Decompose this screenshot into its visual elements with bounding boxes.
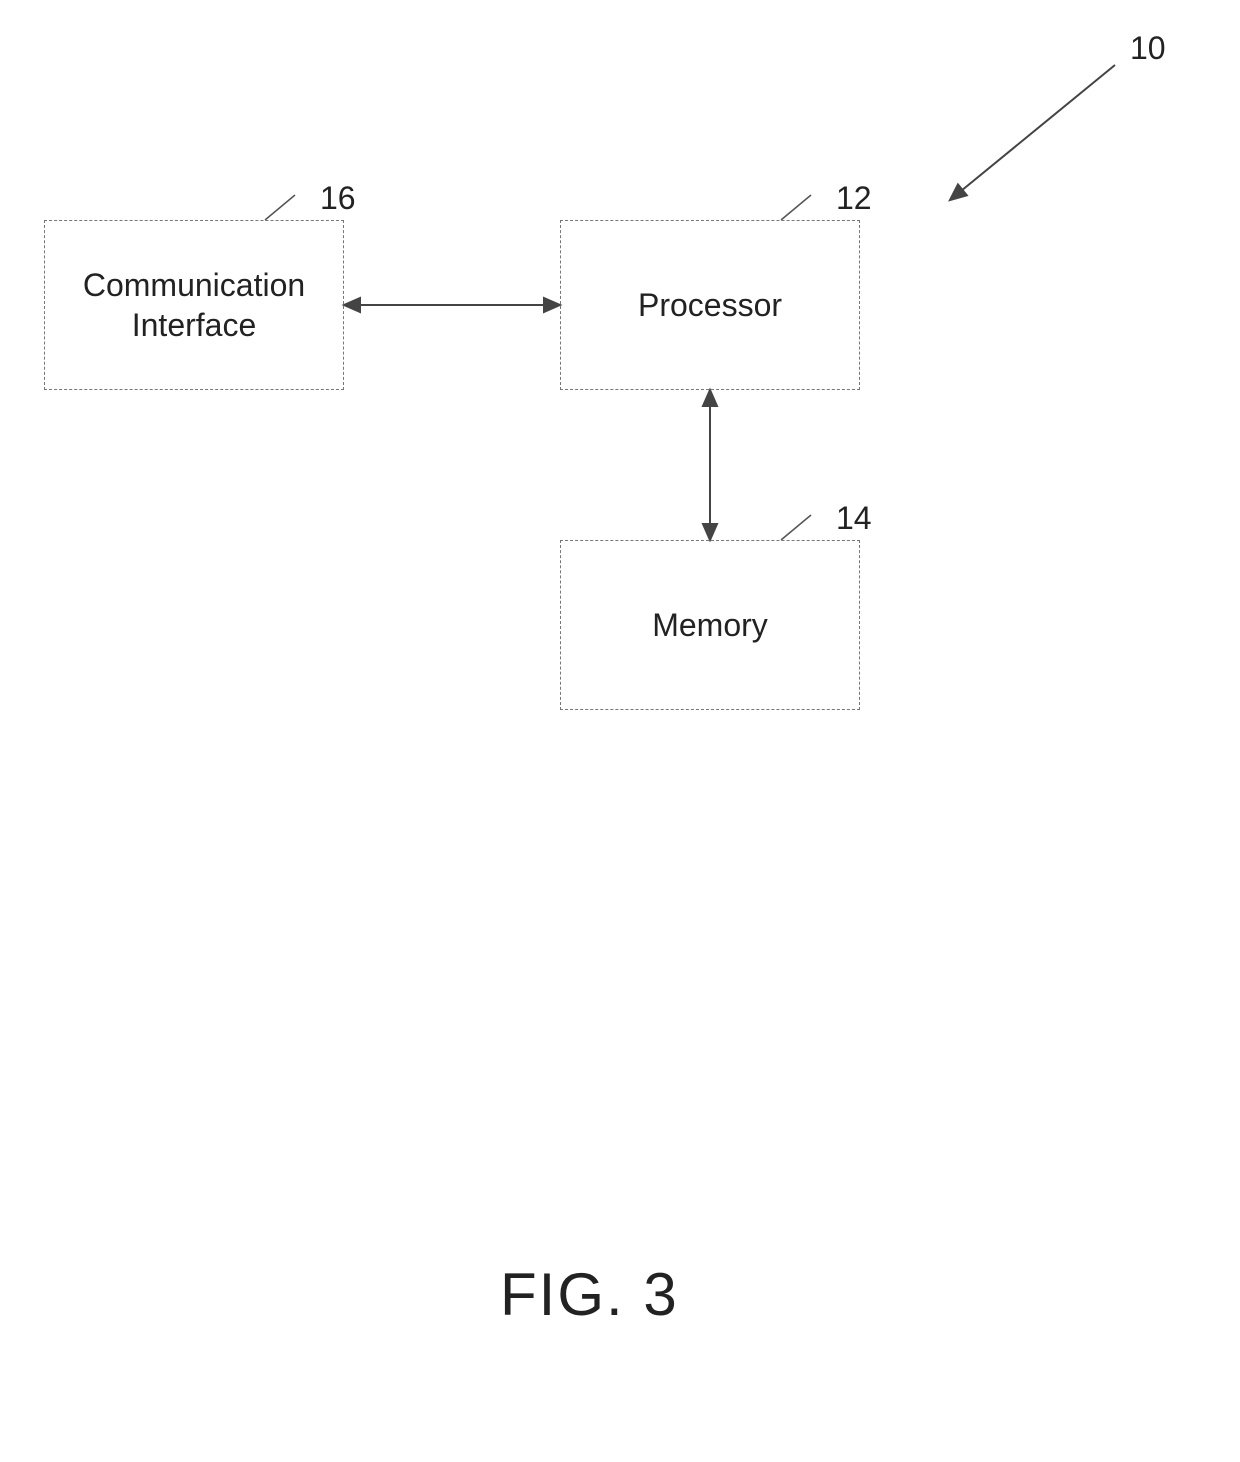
diagram-stage: Communication Interface Processor Memory… <box>0 0 1240 1462</box>
ref-label-processor: 12 <box>836 180 872 217</box>
node-communication-interface: Communication Interface <box>44 220 344 390</box>
ref-label-system: 10 <box>1130 30 1166 67</box>
ref-label-comm: 16 <box>320 180 356 217</box>
node-memory: Memory <box>560 540 860 710</box>
node-processor: Processor <box>560 220 860 390</box>
figure-caption: FIG. 3 <box>500 1260 679 1329</box>
ref-label-memory: 14 <box>836 500 872 537</box>
node-label: Communication Interface <box>83 265 305 345</box>
node-label: Processor <box>638 285 782 325</box>
node-label: Memory <box>652 605 768 645</box>
